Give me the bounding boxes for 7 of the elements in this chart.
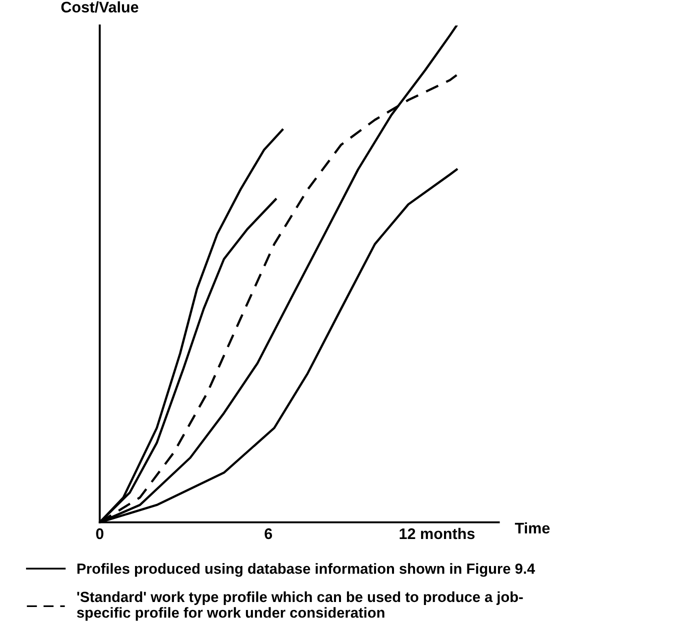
x-tick-label: 0 (96, 528, 104, 540)
legend-label: Profiles produced using database information shown in Figure 9.4 (77, 563, 536, 577)
x-axis-title: Time (514, 522, 550, 534)
x-tick-label: 6 (264, 528, 272, 540)
y-axis-title: Cost/Value (61, 1, 138, 13)
legend-label: 'Standard' work type profile which can be used to produce a job- specific profile for work under consideration (76, 591, 523, 621)
x-tick-label: 12 months (400, 528, 475, 540)
